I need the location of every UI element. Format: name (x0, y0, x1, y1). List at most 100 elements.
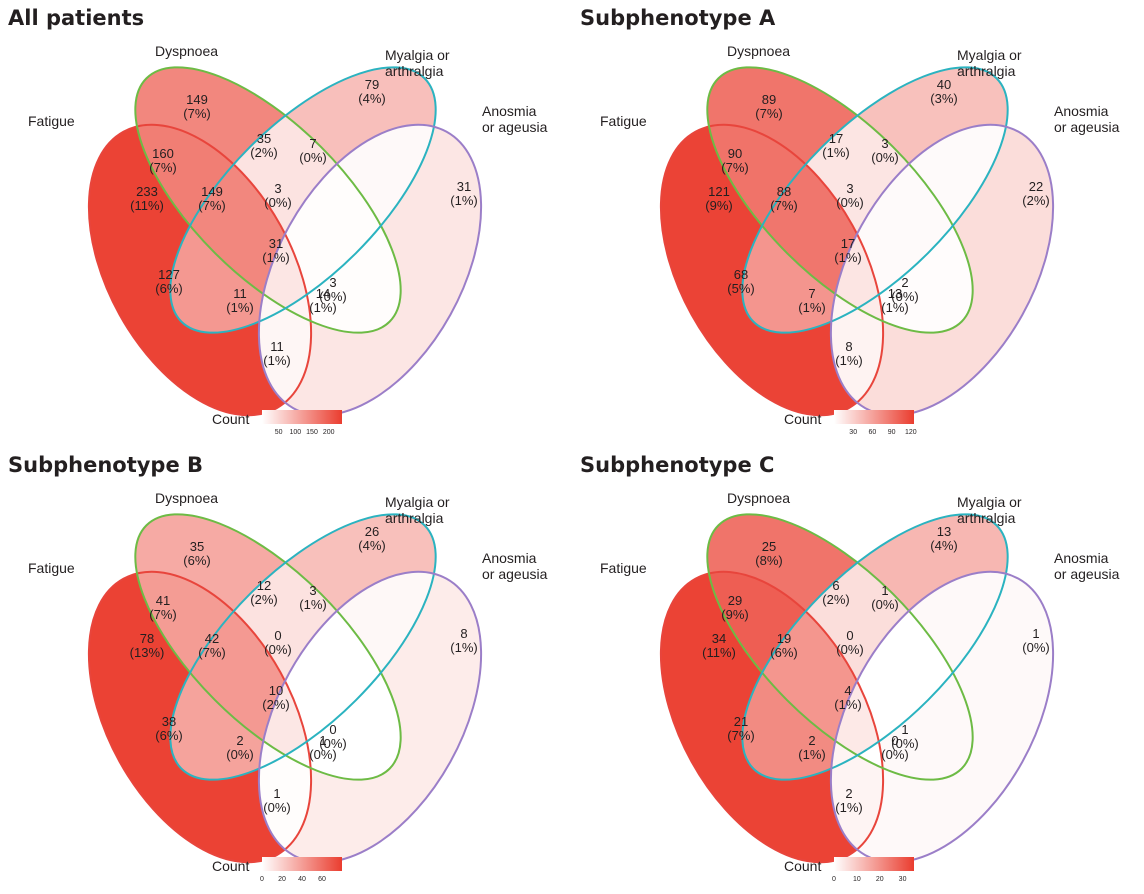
fatigue-set-outline (87, 570, 313, 864)
anosmia-set-outline (829, 570, 1055, 864)
venn-panel-subphenotype-c: Fatigue Dyspnoea Myalgia or arthralgia Anosm… (572, 447, 1144, 894)
region-label-fm: 68 (5%) (727, 267, 754, 296)
legend-title: Count (212, 411, 249, 427)
region-label-dm: 6 (2%) (822, 578, 849, 607)
venn-region-fills (42, 472, 528, 894)
legend-tick-label: 10 (853, 876, 861, 883)
fatigue-set-outline (87, 123, 313, 417)
region-label-d: 89 (7%) (755, 92, 782, 121)
region-label-fd: 29 (9%) (721, 593, 748, 622)
region-label-fm: 38 (6%) (155, 714, 182, 743)
dyspnoea-set-label: Dyspnoea (727, 490, 790, 506)
region-label-a: 22 (2%) (1022, 179, 1049, 208)
region-label-fda: 13 (1%) (881, 286, 908, 315)
region-label-a: 31 (1%) (450, 179, 477, 208)
legend-gradient-bar (262, 857, 342, 871)
anosmia-set-outline (257, 123, 483, 417)
venn-panel-all-patients: Fatigue Dyspnoea Myalgia or arthralgia Anosm… (0, 0, 572, 447)
myalgia-set-label: Myalgia or arthralgia (957, 494, 1022, 526)
region-label-ma: 3 (0%) (871, 136, 898, 165)
region-label-fa: 2 (1%) (835, 786, 862, 815)
region-label-m: 40 (3%) (930, 77, 957, 106)
region-label-fdma: 17 (1%) (834, 236, 861, 265)
legend-title: Count (784, 411, 821, 427)
legend-tick-label: 30 (899, 876, 907, 883)
legend-gradient-bar (834, 857, 914, 871)
dyspnoea-set-label: Dyspnoea (727, 43, 790, 59)
anosmia-set-label: Anosmia or ageusia (482, 103, 548, 135)
myalgia-set-outline (741, 513, 1009, 781)
dyspnoea-set-outline (134, 513, 402, 781)
region-label-f: 34 (11%) (702, 631, 736, 660)
region-label-fdm: 88 (7%) (770, 184, 797, 213)
region-label-fda: 0 (0%) (881, 733, 908, 762)
region-label-dma: 3 (0%) (264, 181, 291, 210)
region-label-fa: 8 (1%) (835, 339, 862, 368)
venn-panel-subphenotype-a: Fatigue Dyspnoea Myalgia or arthralgia Anosm… (572, 0, 1144, 447)
region-label-a: 1 (0%) (1022, 626, 1049, 655)
venn-region-fills (614, 25, 1100, 447)
venn-diagram: Fatigue Dyspnoea Myalgia or arthralgia Anosm… (600, 25, 1120, 447)
anosmia-set-outline (257, 570, 483, 864)
panel-title: Subphenotype B (8, 453, 204, 477)
anosmia-set-label: Anosmia or ageusia (482, 550, 548, 582)
region-label-da: 3 (0%) (319, 275, 346, 304)
panel-title: All patients (8, 6, 145, 30)
region-label-dm: 17 (1%) (822, 131, 849, 160)
dyspnoea-set-label: Dyspnoea (155, 490, 218, 506)
legend-tick-label: 60 (869, 429, 877, 436)
legend-tick-label: 0 (260, 876, 264, 883)
region-label-da: 2 (0%) (891, 275, 918, 304)
legend-tick-label: 40 (298, 876, 306, 883)
venn-panel-subphenotype-b: Fatigue Dyspnoea Myalgia or arthralgia Anosm… (0, 447, 572, 894)
anosmia-set-outline (829, 123, 1055, 417)
myalgia-set-label: Myalgia or arthralgia (385, 494, 450, 526)
legend-tick-label: 100 (289, 429, 301, 436)
myalgia-set-outline (169, 513, 437, 781)
region-label-dma: 0 (0%) (836, 628, 863, 657)
region-label-dm: 12 (2%) (250, 578, 277, 607)
venn-region-fills (614, 472, 1100, 894)
region-label-f: 78 (13%) (130, 631, 165, 660)
legend-tick-label: 60 (318, 876, 326, 883)
legend-tick-label: 150 (306, 429, 318, 436)
venn-diagram: Fatigue Dyspnoea Myalgia or arthralgia Anosm… (28, 25, 548, 447)
region-label-fdma: 31 (1%) (262, 236, 289, 265)
region-label-dma: 0 (0%) (264, 628, 291, 657)
dyspnoea-set-outline (706, 66, 974, 334)
region-label-f: 233 (11%) (130, 184, 164, 213)
myalgia-set-outline (169, 66, 437, 334)
anosmia-set-label: Anosmia or ageusia (1054, 550, 1120, 582)
panel-title: Subphenotype A (580, 6, 776, 30)
region-label-dm: 35 (2%) (250, 131, 277, 160)
region-label-d: 149 (7%) (183, 92, 210, 121)
dyspnoea-set-outline (706, 513, 974, 781)
venn-diagram: Fatigue Dyspnoea Myalgia or arthralgia Anosm… (28, 472, 548, 894)
fatigue-set-outline (659, 570, 885, 864)
legend-gradient-bar (834, 410, 914, 424)
region-label-fd: 90 (7%) (721, 146, 748, 175)
region-label-fa: 11 (1%) (263, 339, 290, 368)
region-label-fa: 1 (0%) (263, 786, 290, 815)
fatigue-set-label: Fatigue (600, 113, 647, 129)
region-label-m: 26 (4%) (358, 524, 385, 553)
region-label-fma: 7 (1%) (798, 286, 825, 315)
region-label-f: 121 (9%) (705, 184, 732, 213)
region-label-fda: 14 (1%) (309, 286, 336, 315)
anosmia-set-label: Anosmia or ageusia (1054, 103, 1120, 135)
region-label-a: 8 (1%) (450, 626, 477, 655)
legend-title: Count (212, 858, 249, 874)
venn-region-fills (42, 25, 528, 447)
region-label-ma: 3 (1%) (299, 583, 326, 612)
legend-tick-label: 50 (275, 429, 283, 436)
region-label-fma: 11 (1%) (226, 286, 253, 315)
count-legend: Count 0 20 40 60 (212, 857, 342, 883)
region-label-fda: 1 (0%) (309, 733, 336, 762)
fatigue-set-label: Fatigue (28, 560, 75, 576)
dyspnoea-set-outline (134, 66, 402, 334)
region-label-fdma: 4 (1%) (834, 683, 861, 712)
count-legend: Count 50 100 150 200 (212, 410, 342, 436)
venn-diagram: Fatigue Dyspnoea Myalgia or arthralgia Anosm… (600, 472, 1120, 894)
dyspnoea-set-label: Dyspnoea (155, 43, 218, 59)
region-label-da: 1 (0%) (891, 722, 918, 751)
